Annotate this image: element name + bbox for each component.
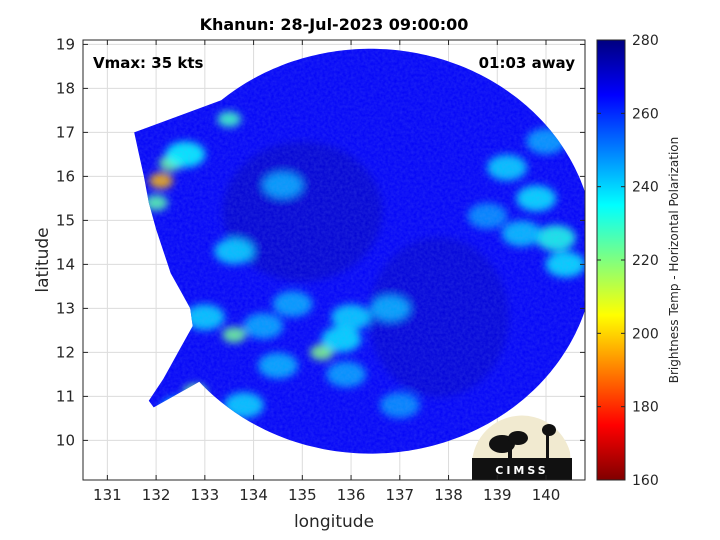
x-tick-label: 135 bbox=[288, 486, 317, 504]
colorbar bbox=[596, 39, 626, 481]
colorbar-tick-label: 200 bbox=[632, 326, 659, 342]
y-tick-label: 13 bbox=[56, 299, 75, 317]
x-tick-label: 133 bbox=[191, 486, 220, 504]
y-tick-label: 14 bbox=[56, 255, 75, 273]
axes-frame bbox=[82, 39, 586, 481]
colorbar-tick-label: 180 bbox=[632, 400, 659, 416]
x-tick-label: 140 bbox=[532, 486, 561, 504]
x-axis: 131 132 133 134 135 136 137 138 139 140 bbox=[93, 40, 560, 504]
x-tick-label: 137 bbox=[385, 486, 414, 504]
y-tick-label: 17 bbox=[56, 123, 75, 141]
x-tick-label: 136 bbox=[337, 486, 366, 504]
y-tick-label: 11 bbox=[56, 387, 75, 405]
colorbar-tick-label: 280 bbox=[632, 33, 659, 49]
y-tick-label: 12 bbox=[56, 343, 75, 361]
vmax-label: Vmax: 35 kts bbox=[93, 54, 203, 72]
y-axis-label: latitude bbox=[33, 227, 53, 292]
x-tick-label: 134 bbox=[239, 486, 268, 504]
colorbar-tick-label: 160 bbox=[632, 473, 659, 489]
y-tick-label: 18 bbox=[56, 79, 75, 97]
y-axis: 10 11 12 13 14 15 16 17 18 19 bbox=[56, 35, 585, 449]
colorbar-tick-label: 220 bbox=[632, 253, 659, 269]
x-axis-label: longitude bbox=[294, 512, 374, 532]
x-tick-label: 132 bbox=[142, 486, 171, 504]
y-tick-label: 15 bbox=[56, 211, 75, 229]
colorbar-ticks: 160 180 200 220 240 260 280 bbox=[597, 33, 659, 489]
brightness-temp-swath bbox=[134, 48, 585, 454]
x-tick-label: 139 bbox=[483, 486, 512, 504]
cimss-logo: CIMSS bbox=[472, 415, 572, 480]
y-tick-label: 10 bbox=[56, 431, 75, 449]
y-tick-label: 19 bbox=[56, 35, 75, 53]
x-tick-label: 138 bbox=[434, 486, 463, 504]
chart-title: Khanun: 28-Jul-2023 09:00:00 bbox=[200, 15, 469, 34]
colorbar-tick-label: 260 bbox=[632, 106, 659, 122]
x-tick-label: 131 bbox=[93, 486, 122, 504]
colorbar-tick-label: 240 bbox=[632, 180, 659, 196]
colorbar-label: Brightness Temp - Horizontal Polarizatio… bbox=[667, 137, 681, 384]
time-offset-label: 01:03 away bbox=[479, 54, 576, 72]
logo-text: CIMSS bbox=[495, 464, 548, 477]
y-tick-label: 16 bbox=[56, 167, 75, 185]
